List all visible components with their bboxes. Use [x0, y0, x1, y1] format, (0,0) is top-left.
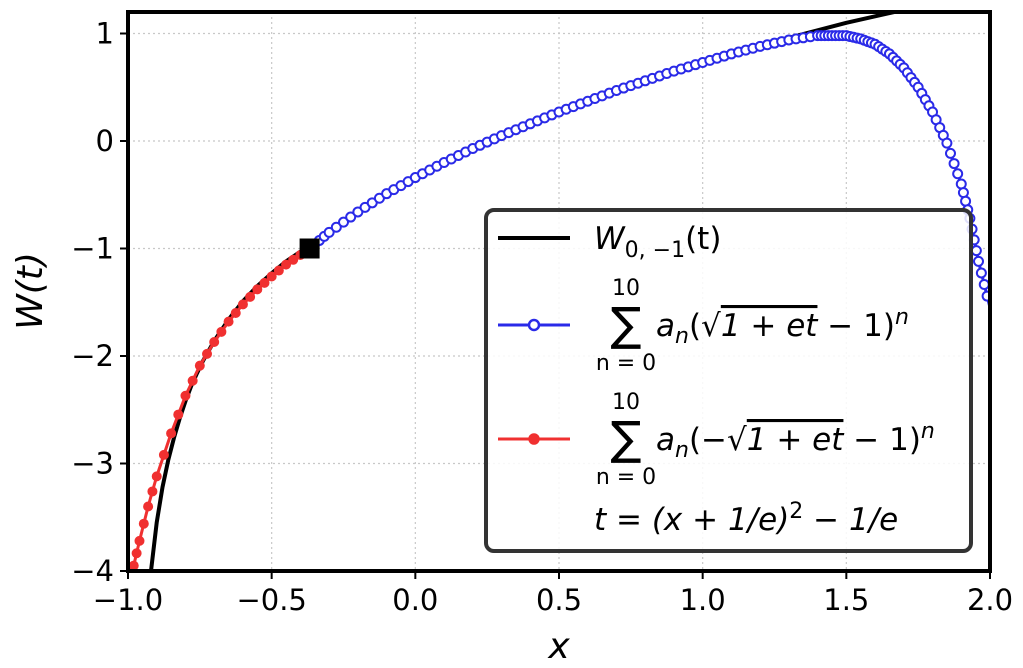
series-blue-point [970, 245, 982, 257]
series-blue-point [944, 147, 956, 159]
series-red-point [138, 518, 149, 529]
series-red-point [237, 299, 248, 310]
series-red-point [266, 271, 277, 282]
x-axis-label: x [547, 626, 570, 667]
legend-blue-sum-upper: 10 [612, 276, 640, 301]
legend-w-symbol: W [594, 221, 626, 257]
series-blue-point [948, 158, 960, 170]
series-blue-point [957, 187, 969, 199]
legend-entry-blue: an(√1 + et − 1)n [656, 305, 909, 349]
series-red-point [166, 428, 177, 439]
y-tick-label: 0 [96, 124, 114, 158]
series-red-point [147, 486, 158, 497]
series-red-point [173, 409, 184, 420]
branch-point-marker [299, 238, 320, 259]
legend: W0, −1(t) 10 ∑ n = 0 an(√1 + et − 1)n 10… [484, 208, 973, 553]
series-red-point [273, 265, 284, 276]
series-red-point [131, 548, 142, 559]
legend-red-sum-lower: n = 0 [596, 465, 656, 490]
legend-blue-sum-symbol: ∑ [611, 297, 642, 351]
series-red-point [216, 326, 227, 337]
y-tick-label: −1 [71, 232, 114, 266]
legend-entry-w: W0, −1(t) [594, 221, 721, 263]
legend-blue-sum-lower: n = 0 [596, 351, 656, 376]
x-tick-label: 0.0 [392, 583, 438, 617]
x-tick-label: 0.5 [536, 583, 582, 617]
series-blue-point [323, 226, 335, 238]
series-blue-point [960, 195, 972, 207]
series-red-point [288, 254, 299, 265]
series-blue-point [345, 211, 357, 223]
series-layer [128, 12, 990, 571]
y-tick-label: −3 [71, 447, 114, 481]
series-blue-point [973, 255, 985, 267]
series-blue-point [952, 168, 964, 180]
series-red-point [143, 501, 154, 512]
series-red-point [187, 375, 198, 386]
y-tick-label: 1 [96, 17, 114, 51]
legend-swatch-red-marker [528, 433, 540, 445]
series-blue-point [975, 267, 987, 279]
x-tick-label: −0.5 [236, 583, 306, 617]
legend-swatch-blue-marker [527, 318, 541, 332]
series-blue-point [338, 216, 349, 228]
legend-w-subscript: 0, −1 [625, 238, 685, 263]
series-red-point [128, 560, 139, 571]
y-tick-label: −2 [71, 339, 114, 373]
series-red-point [230, 308, 241, 318]
series-red-point [180, 390, 191, 401]
series-red-point [158, 449, 169, 460]
series-red-point [134, 535, 145, 546]
legend-t-definition: t = (x + 1/e)2 − 1/e [594, 499, 898, 538]
series-red-point [281, 259, 292, 270]
legend-entry-red: an(−√1 + et − 1)n [656, 419, 935, 463]
series-red-point [209, 337, 220, 348]
x-tick-label: 2.0 [967, 583, 1013, 617]
legend-w-arg: (t) [685, 221, 721, 257]
series-red-point [252, 284, 263, 295]
y-tick-label: −4 [71, 554, 114, 588]
series-red-point [202, 348, 213, 359]
legend-red-sum-symbol: ∑ [611, 411, 642, 465]
series-blue-point [941, 137, 953, 149]
x-tick-label: −1.0 [93, 583, 163, 617]
axis-ticks: −1.0 −0.5 0.0 0.5 1.0 1.5 2.010−1−2−3−4 [71, 17, 1013, 618]
x-tick-label: 1.0 [680, 583, 726, 617]
series-red-point [259, 277, 270, 288]
series-red-point [194, 360, 205, 371]
series-red-point [223, 316, 234, 327]
series-red-point [245, 291, 256, 302]
series-red-point [151, 471, 162, 482]
series-blue-point [978, 279, 990, 291]
series-blue-point [955, 178, 967, 190]
series-blue-point [330, 221, 342, 233]
legend-box [484, 208, 973, 553]
y-axis-label: W(t) [10, 252, 51, 330]
legend-red-sum-upper: 10 [612, 390, 640, 415]
x-tick-label: 1.5 [823, 583, 869, 617]
